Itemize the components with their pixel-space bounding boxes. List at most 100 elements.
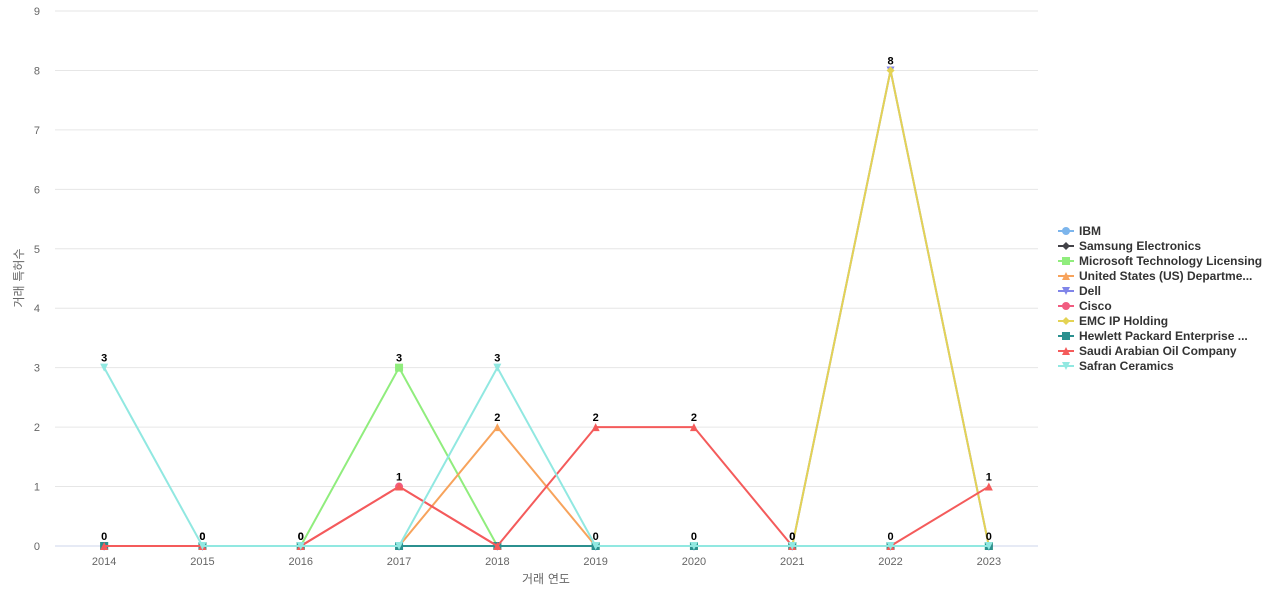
data-point — [984, 482, 993, 491]
data-label: 0 — [986, 531, 992, 543]
series-safran-ceramics — [100, 363, 993, 550]
legend-item[interactable]: United States (US) Departme... — [1058, 269, 1252, 283]
grid-lines — [55, 10, 1038, 488]
y-axis-title: 거래 특허수 — [12, 248, 26, 307]
y-tick-label: 2 — [34, 422, 40, 434]
data-point — [886, 66, 895, 75]
data-label: 3 — [494, 353, 500, 365]
x-tick-label: 2022 — [878, 556, 902, 568]
data-label: 1 — [986, 472, 992, 484]
legend-item[interactable]: EMC IP Holding — [1058, 314, 1168, 328]
data-point — [886, 542, 895, 550]
data-label: 0 — [691, 531, 697, 543]
x-axis-ticks: 2014 2015 2016 2017 2018 2019 2020 2021 2022 2023 — [92, 546, 1001, 568]
series-cisco — [100, 482, 993, 550]
legend-label: IBM — [1079, 224, 1101, 238]
legend-label: Microsoft Technology Licensing — [1079, 254, 1262, 268]
series-line — [103, 366, 989, 547]
legend-item[interactable]: IBM — [1058, 224, 1101, 238]
y-tick-label: 6 — [34, 184, 40, 196]
data-label: 0 — [789, 531, 795, 543]
data-label: 0 — [298, 531, 304, 543]
data-point — [984, 542, 993, 550]
data-label: 0 — [199, 531, 205, 543]
legend-item[interactable]: Microsoft Technology Licensing — [1058, 254, 1262, 268]
data-point — [493, 423, 502, 432]
legend-label: EMC IP Holding — [1079, 314, 1168, 328]
legend-symbol-marker — [1062, 362, 1070, 370]
data-point — [493, 363, 502, 372]
data-label: 2 — [494, 412, 500, 424]
legend-label: United States (US) Departme... — [1079, 269, 1252, 283]
legend-item[interactable]: Samsung Electronics — [1058, 239, 1201, 253]
data-label: 3 — [396, 353, 402, 365]
y-tick-label: 4 — [34, 303, 40, 315]
series-lines — [100, 66, 993, 550]
legend-symbol-marker — [1062, 242, 1070, 250]
legend-item[interactable]: Safran Ceramics — [1058, 359, 1174, 373]
y-tick-label: 0 — [34, 541, 40, 553]
legend-label: Saudi Arabian Oil Company — [1079, 344, 1237, 358]
data-point — [198, 542, 207, 550]
legend-symbol-marker — [1062, 272, 1070, 280]
legend-symbol-marker — [1062, 287, 1070, 295]
y-tick-label: 8 — [34, 65, 40, 77]
legend-label: Cisco — [1079, 299, 1112, 313]
y-tick-label: 1 — [34, 482, 40, 494]
data-point — [100, 363, 109, 372]
data-point — [395, 363, 404, 372]
legend-label: Dell — [1079, 284, 1101, 298]
data-point — [395, 542, 404, 550]
x-tick-label: 2018 — [485, 556, 509, 568]
x-tick-label: 2017 — [387, 556, 411, 568]
data-point — [395, 482, 404, 491]
data-label: 0 — [789, 531, 795, 543]
data-point — [689, 423, 698, 432]
data-label: 2 — [593, 412, 599, 424]
legend-symbol-marker — [1062, 347, 1070, 355]
legend-symbol-marker — [1062, 332, 1070, 340]
x-tick-label: 2019 — [583, 556, 607, 568]
x-tick-label: 2020 — [682, 556, 706, 568]
data-point — [296, 542, 305, 550]
y-tick-label: 3 — [34, 363, 40, 375]
x-axis-title: 거래 연도 — [522, 572, 570, 586]
legend-symbol-marker — [1062, 257, 1070, 265]
legend-item[interactable]: Dell — [1058, 284, 1101, 298]
data-label: 0 — [101, 531, 107, 543]
legend-item[interactable]: Hewlett Packard Enterprise ... — [1058, 329, 1248, 343]
data-label: 3 — [101, 353, 107, 365]
x-tick-label: 2023 — [977, 556, 1001, 568]
data-point — [493, 542, 502, 550]
legend-symbol-marker — [1062, 302, 1070, 310]
legend-symbol-marker — [1062, 227, 1070, 235]
data-point — [100, 542, 109, 550]
x-tick-label: 2015 — [190, 556, 214, 568]
y-tick-label: 9 — [34, 6, 40, 18]
series-line — [104, 485, 989, 547]
data-label: 2 — [691, 412, 697, 424]
legend-label: Samsung Electronics — [1079, 239, 1201, 253]
y-axis-ticks: 0 1 2 3 4 5 6 7 8 9 — [34, 6, 40, 553]
data-label: 0 — [199, 531, 205, 543]
y-tick-label: 7 — [34, 125, 40, 137]
x-tick-label: 2016 — [289, 556, 313, 568]
legend-label: Safran Ceramics — [1079, 359, 1174, 373]
data-label: 0 — [887, 531, 893, 543]
data-point — [788, 542, 797, 550]
data-point — [591, 423, 600, 432]
legend-item[interactable]: Cisco — [1058, 299, 1112, 313]
x-tick-label: 2021 — [780, 556, 804, 568]
data-point — [689, 542, 698, 550]
data-label: 1 — [396, 472, 402, 484]
legend-item[interactable]: Saudi Arabian Oil Company — [1058, 344, 1237, 358]
data-point — [591, 542, 600, 550]
data-label: 8 — [887, 55, 893, 67]
legend-symbol-marker — [1062, 317, 1070, 325]
x-tick-label: 2014 — [92, 556, 116, 568]
y-tick-label: 5 — [34, 244, 40, 256]
data-label: 0 — [593, 531, 599, 543]
